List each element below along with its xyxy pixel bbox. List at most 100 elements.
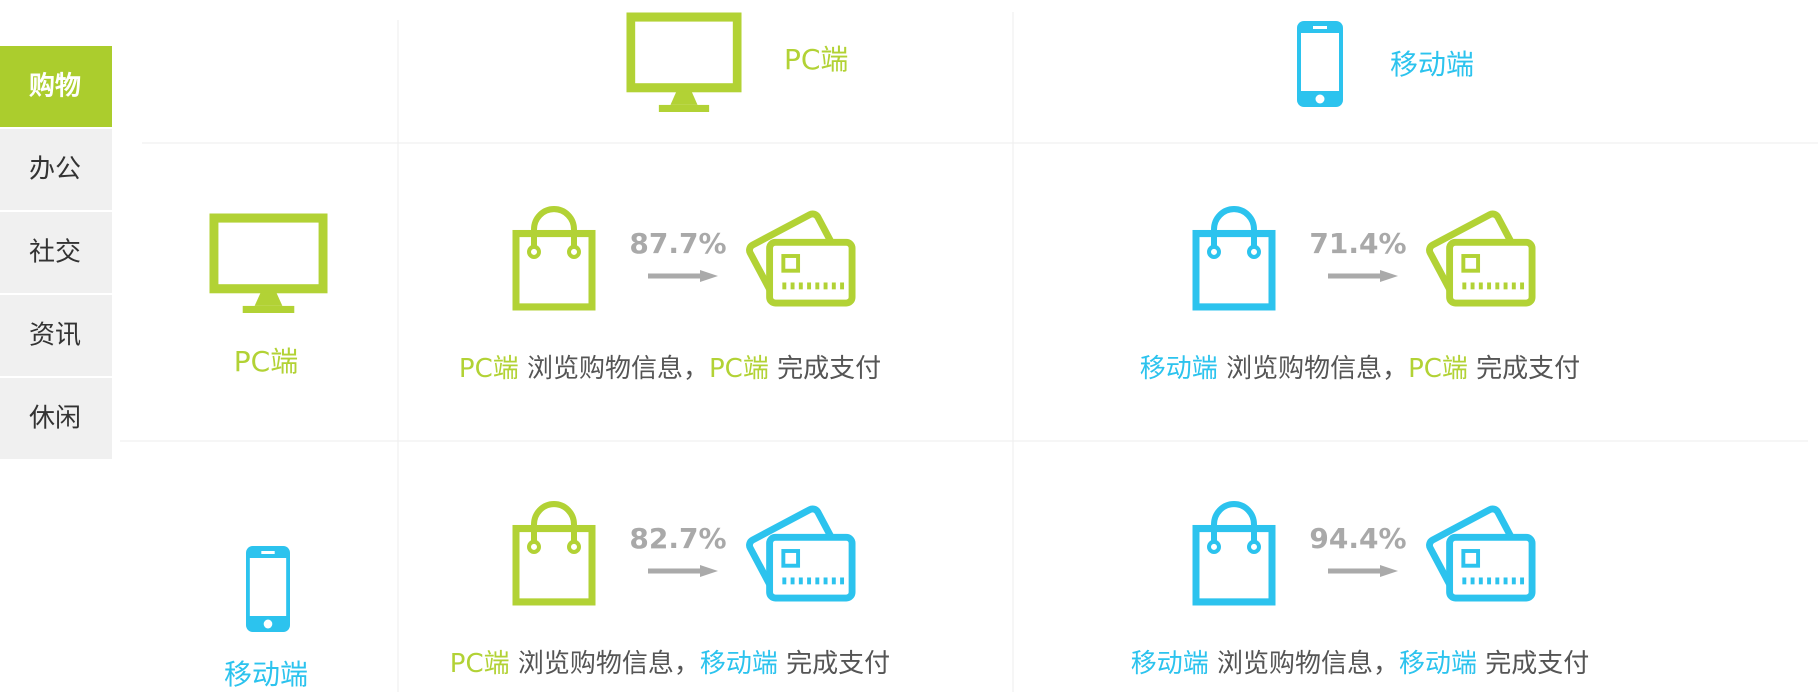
card-dot bbox=[1470, 577, 1475, 585]
card-icon bbox=[1426, 210, 1536, 307]
card-chip bbox=[1461, 254, 1481, 273]
card-dot bbox=[1487, 282, 1492, 290]
card-dot bbox=[790, 282, 795, 290]
tab-background bbox=[0, 129, 112, 210]
card-dot bbox=[807, 577, 812, 585]
browse-text: 浏览购物信息， bbox=[1218, 354, 1408, 384]
pay-text: 完成支付 bbox=[769, 354, 881, 384]
browse-device: 移动端 bbox=[1131, 649, 1209, 679]
tab-background bbox=[0, 212, 112, 293]
tab[interactable]: 休闲 bbox=[0, 378, 112, 459]
bag-icon bbox=[1192, 206, 1276, 311]
card-dot bbox=[1462, 577, 1467, 585]
row-header: 移动端 bbox=[224, 658, 308, 691]
bag-handle bbox=[531, 206, 577, 248]
tab[interactable]: 资讯 bbox=[0, 295, 112, 376]
pay-device: PC端 bbox=[1408, 354, 1468, 384]
monitor-base bbox=[242, 305, 295, 313]
card-dot bbox=[807, 282, 812, 290]
monitor-base bbox=[658, 104, 710, 112]
arrow-head bbox=[1380, 270, 1398, 282]
pay-device: 移动端 bbox=[700, 649, 778, 679]
bag-handle bbox=[531, 501, 577, 543]
card-dot bbox=[1520, 577, 1525, 585]
bag-ring bbox=[527, 539, 541, 555]
bag-body bbox=[1192, 229, 1276, 311]
card-icon bbox=[746, 505, 856, 602]
phone-screen bbox=[1301, 33, 1339, 91]
monitor-icon bbox=[626, 12, 742, 112]
conversion-rate: 94.4% bbox=[1309, 522, 1406, 555]
phone-icon bbox=[246, 546, 290, 632]
pay-text: 完成支付 bbox=[1468, 354, 1580, 384]
card-front bbox=[766, 533, 856, 602]
cell-description: PC端 浏览购物信息，移动端 完成支付 bbox=[450, 649, 890, 679]
card-dot bbox=[1470, 282, 1475, 290]
phone-icon bbox=[1297, 21, 1343, 107]
cell-description: 移动端 浏览购物信息，PC端 完成支付 bbox=[1140, 354, 1580, 384]
card-dot bbox=[823, 577, 828, 585]
monitor-icon bbox=[209, 213, 328, 313]
bag-ring bbox=[1207, 539, 1221, 555]
phone-speaker bbox=[1313, 26, 1327, 29]
card-dot bbox=[831, 282, 836, 290]
conversion-rate: 82.7% bbox=[629, 522, 726, 555]
conversion-rate: 87.7% bbox=[629, 227, 726, 260]
card-front bbox=[766, 238, 856, 307]
tab-background bbox=[0, 295, 112, 376]
bag-ring bbox=[1247, 539, 1261, 555]
card-front bbox=[1446, 238, 1536, 307]
monitor-stand bbox=[254, 292, 283, 306]
browse-device: PC端 bbox=[450, 649, 510, 679]
card-dot bbox=[1487, 577, 1492, 585]
card-dot bbox=[798, 282, 803, 290]
phone-screen bbox=[249, 558, 287, 616]
monitor-screen bbox=[209, 213, 328, 294]
tab-label: 资讯 bbox=[29, 321, 81, 351]
browse-text: 浏览购物信息， bbox=[510, 649, 700, 679]
card-icon bbox=[1426, 505, 1536, 602]
card-dot bbox=[1511, 282, 1516, 290]
monitor-stand bbox=[670, 91, 698, 105]
phone-button bbox=[1315, 94, 1325, 104]
card-dot bbox=[815, 577, 820, 585]
cell-description: 移动端 浏览购物信息，移动端 完成支付 bbox=[1131, 649, 1590, 679]
card-dot bbox=[840, 282, 845, 290]
bag-body bbox=[512, 229, 596, 311]
card-dot bbox=[1495, 282, 1500, 290]
tab-label: 休闲 bbox=[29, 404, 81, 434]
card-dot bbox=[815, 282, 820, 290]
card-dot bbox=[840, 577, 845, 585]
browse-text: 浏览购物信息， bbox=[1209, 649, 1399, 679]
tab[interactable]: 购物 bbox=[0, 46, 112, 127]
column-header: PC端 bbox=[784, 43, 848, 76]
tab-background bbox=[0, 46, 112, 127]
tab-label: 购物 bbox=[29, 72, 81, 102]
card-dot bbox=[1462, 282, 1467, 290]
tab[interactable]: 办公 bbox=[0, 129, 112, 210]
bag-ring bbox=[567, 539, 581, 555]
bag-ring bbox=[1207, 244, 1221, 260]
card-front bbox=[1446, 533, 1536, 602]
tab-label: 办公 bbox=[29, 155, 81, 185]
pay-text: 完成支付 bbox=[1477, 649, 1589, 679]
phone-button bbox=[263, 619, 273, 629]
pay-device: PC端 bbox=[709, 354, 769, 384]
bag-ring bbox=[527, 244, 541, 260]
browse-text: 浏览购物信息， bbox=[519, 354, 709, 384]
card-chip bbox=[1461, 549, 1481, 568]
card-chip bbox=[781, 254, 801, 273]
card-chip bbox=[781, 549, 801, 568]
card-dot bbox=[1478, 577, 1483, 585]
bag-handle bbox=[1211, 206, 1257, 248]
card-dot bbox=[1503, 577, 1508, 585]
card-dot bbox=[782, 577, 787, 585]
cell-description: PC端 浏览购物信息，PC端 完成支付 bbox=[459, 354, 881, 384]
conversion-rate: 71.4% bbox=[1309, 227, 1406, 260]
tab[interactable]: 社交 bbox=[0, 212, 112, 293]
column-header: 移动端 bbox=[1390, 48, 1474, 81]
card-dot bbox=[823, 282, 828, 290]
pay-text: 完成支付 bbox=[778, 649, 890, 679]
